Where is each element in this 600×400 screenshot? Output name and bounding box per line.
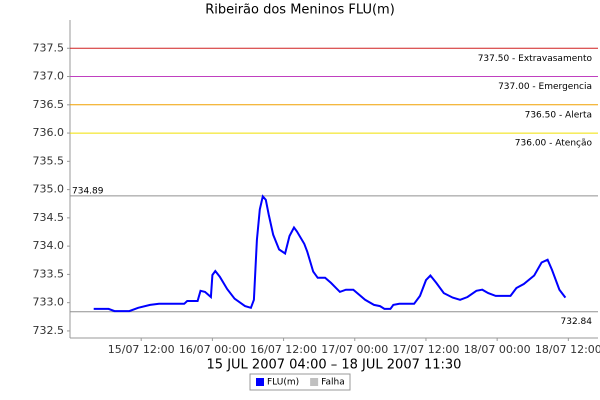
y-tick-label: 733.0 <box>33 296 65 309</box>
y-tick-label: 736.0 <box>33 126 65 139</box>
data-line <box>93 194 567 313</box>
x-tick-label: 16/07 12:00 <box>250 343 317 356</box>
x-tick-label: 16/07 00:00 <box>179 343 246 356</box>
x-tick-label: 17/07 12:00 <box>393 343 460 356</box>
x-tick-label: 18/07 00:00 <box>464 343 531 356</box>
y-tick-label: 734.0 <box>33 239 65 252</box>
reference-label: 737.00 - Emergencia <box>498 82 592 92</box>
y-tick-label: 732.5 <box>33 324 65 337</box>
legend-swatch <box>310 378 319 386</box>
legend-label: Falha <box>321 378 345 388</box>
chart-title: Ribeirão dos Meninos FLU(m) <box>205 3 395 18</box>
reference-label: 736.50 - Alerta <box>525 110 592 120</box>
x-tick-label: 17/07 00:00 <box>321 343 388 356</box>
y-tick-label: 737.5 <box>33 41 65 54</box>
y-tick-label: 736.5 <box>33 98 65 111</box>
reference-label: 737.50 - Extravasamento <box>478 54 593 64</box>
legend-box <box>249 373 351 391</box>
y-tick-label: 735.0 <box>33 183 65 196</box>
x-tick-label: 15/07 12:00 <box>108 343 175 356</box>
x-tick-label: 18/07 12:00 <box>535 343 600 356</box>
legend-label: FLU(m) <box>267 378 299 388</box>
reference-label: 736.00 - Atenção <box>515 139 593 149</box>
reference-label: 732.84 <box>561 317 593 327</box>
x-axis-label: 15 JUL 2007 04:00 – 18 JUL 2007 11:30 <box>207 358 462 373</box>
y-tick-label: 733.5 <box>33 267 65 280</box>
y-tick-label: 734.5 <box>33 211 65 224</box>
y-tick-label: 737.0 <box>33 70 65 83</box>
legend-swatch <box>256 378 264 386</box>
reference-label: 734.89 <box>72 186 104 196</box>
y-tick-label: 735.5 <box>33 154 65 167</box>
